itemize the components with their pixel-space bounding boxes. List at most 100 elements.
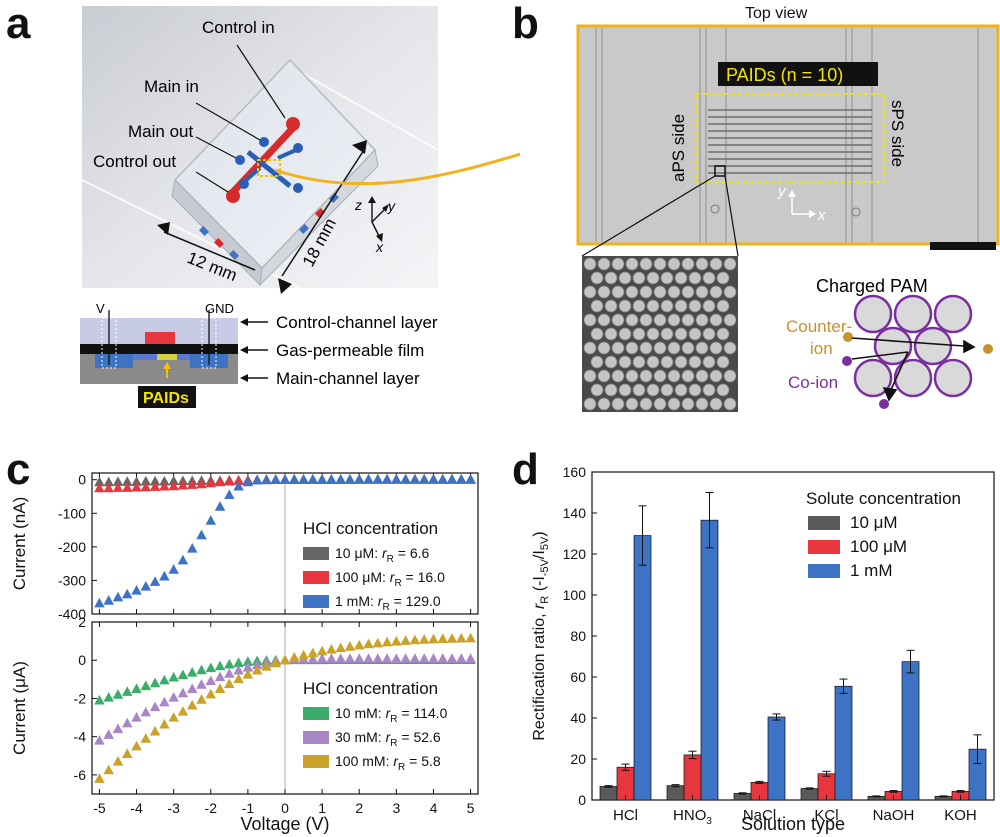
- main-channel: [246, 150, 292, 188]
- data-point: [214, 671, 226, 682]
- data-point: [354, 653, 365, 663]
- paids-count-label: PAIDs (n = 10): [726, 65, 843, 85]
- sem-particle: [723, 257, 737, 271]
- data-point: [251, 664, 263, 675]
- data-point: [456, 632, 467, 643]
- data-point: [391, 635, 402, 646]
- b-axis-x-label: x: [817, 207, 826, 224]
- dim-arrow: [157, 222, 170, 235]
- data-point: [316, 473, 328, 484]
- sem-particle: [716, 383, 730, 397]
- data-point: [335, 642, 346, 653]
- data-point: [446, 633, 458, 643]
- legend-entry: 100 μM: [850, 537, 907, 556]
- data-point: [456, 473, 467, 484]
- counter-ion-label-line2: ion: [810, 339, 833, 358]
- data-point: [465, 653, 476, 663]
- sem-particle: [681, 313, 695, 327]
- bar: [767, 716, 786, 801]
- sem-particle: [646, 383, 660, 397]
- data-point: [94, 482, 105, 493]
- data-point: [391, 473, 402, 484]
- sem-particle: [688, 383, 702, 397]
- y-tick-label: 0: [578, 792, 586, 808]
- sem-particle: [667, 257, 681, 271]
- data-point: [140, 733, 152, 743]
- top-view-micrograph: [576, 24, 1000, 246]
- data-point: [112, 756, 124, 766]
- data-point: [103, 764, 114, 775]
- data-point: [94, 476, 105, 487]
- leader-line: [236, 44, 286, 119]
- x-tick-label: 5: [467, 800, 475, 816]
- data-point: [233, 480, 244, 491]
- sem-particle: [674, 355, 688, 369]
- data-point: [205, 675, 216, 685]
- y-tick-label: -400: [58, 606, 86, 622]
- data-point: [159, 570, 170, 581]
- sem-particle: [688, 355, 702, 369]
- sem-particle: [660, 299, 674, 313]
- y-axis-label: Current (μA): [10, 661, 29, 755]
- sem-particle: [611, 257, 625, 271]
- sem-particle: [583, 257, 597, 271]
- axis-x-label: x: [375, 239, 384, 255]
- zoom-square: [714, 165, 726, 177]
- main-in-port: [259, 137, 269, 147]
- sem-particle: [646, 355, 660, 369]
- data-point: [381, 636, 393, 647]
- data-point: [186, 543, 198, 553]
- sem-particle: [590, 299, 604, 313]
- data-point: [159, 480, 170, 491]
- x-tick-label: NaOH: [873, 807, 915, 824]
- data-point: [428, 633, 439, 644]
- panel-b-graphic: PAIDs (n = 10) aPS side sPS side y x Cha…: [576, 24, 1000, 412]
- data-point: [418, 653, 430, 663]
- data-point: [298, 649, 309, 660]
- sem-particle: [604, 355, 618, 369]
- data-point: [103, 595, 114, 605]
- panel-d-label: d: [512, 445, 539, 494]
- cross-section-schematic: [80, 310, 238, 408]
- data-point: [233, 664, 244, 675]
- data-point: [103, 729, 114, 739]
- bar: [666, 785, 685, 801]
- data-point: [344, 473, 356, 484]
- y-tick-label: 160: [563, 464, 587, 480]
- y-tick-label: 40: [570, 710, 586, 726]
- data-point: [131, 712, 142, 722]
- sem-particle: [660, 271, 674, 285]
- sem-particle: [625, 369, 639, 383]
- legend-entry: 10 μM: [850, 513, 898, 532]
- main-out-label: Main out: [128, 122, 193, 141]
- y-tick-label: -4: [74, 729, 87, 745]
- sem-particle: [590, 271, 604, 285]
- panel-d-chart: 0 20 40 60 80 100 120 140 160 HCl HNO3 NaCl KCl NaOH K…: [531, 464, 995, 834]
- sem-particle: [695, 257, 709, 271]
- sem-particle: [632, 327, 646, 341]
- paids-tag: PAIDs: [143, 390, 189, 407]
- data-point: [437, 653, 448, 663]
- data-point: [233, 657, 244, 668]
- data-point: [224, 475, 235, 486]
- data-point: [428, 473, 439, 484]
- zoom-connector-arrow: [274, 152, 520, 186]
- data-point: [437, 633, 448, 643]
- sem-particle: [618, 299, 632, 313]
- sem-particle: [625, 341, 639, 355]
- sem-particle: [604, 383, 618, 397]
- sem-particle: [597, 369, 611, 383]
- data-point: [159, 696, 170, 707]
- sem-particle: [709, 257, 723, 271]
- sem-particle: [639, 397, 653, 411]
- data-point: [122, 748, 133, 758]
- sem-particle: [723, 369, 737, 383]
- data-point: [381, 653, 393, 663]
- sem-particle: [660, 327, 674, 341]
- zoom-line: [581, 175, 716, 257]
- data-point: [372, 653, 384, 663]
- data-point: [344, 641, 356, 651]
- sem-particle: [583, 397, 597, 411]
- b-axis-y-label: y: [777, 183, 787, 200]
- defect: [710, 204, 720, 214]
